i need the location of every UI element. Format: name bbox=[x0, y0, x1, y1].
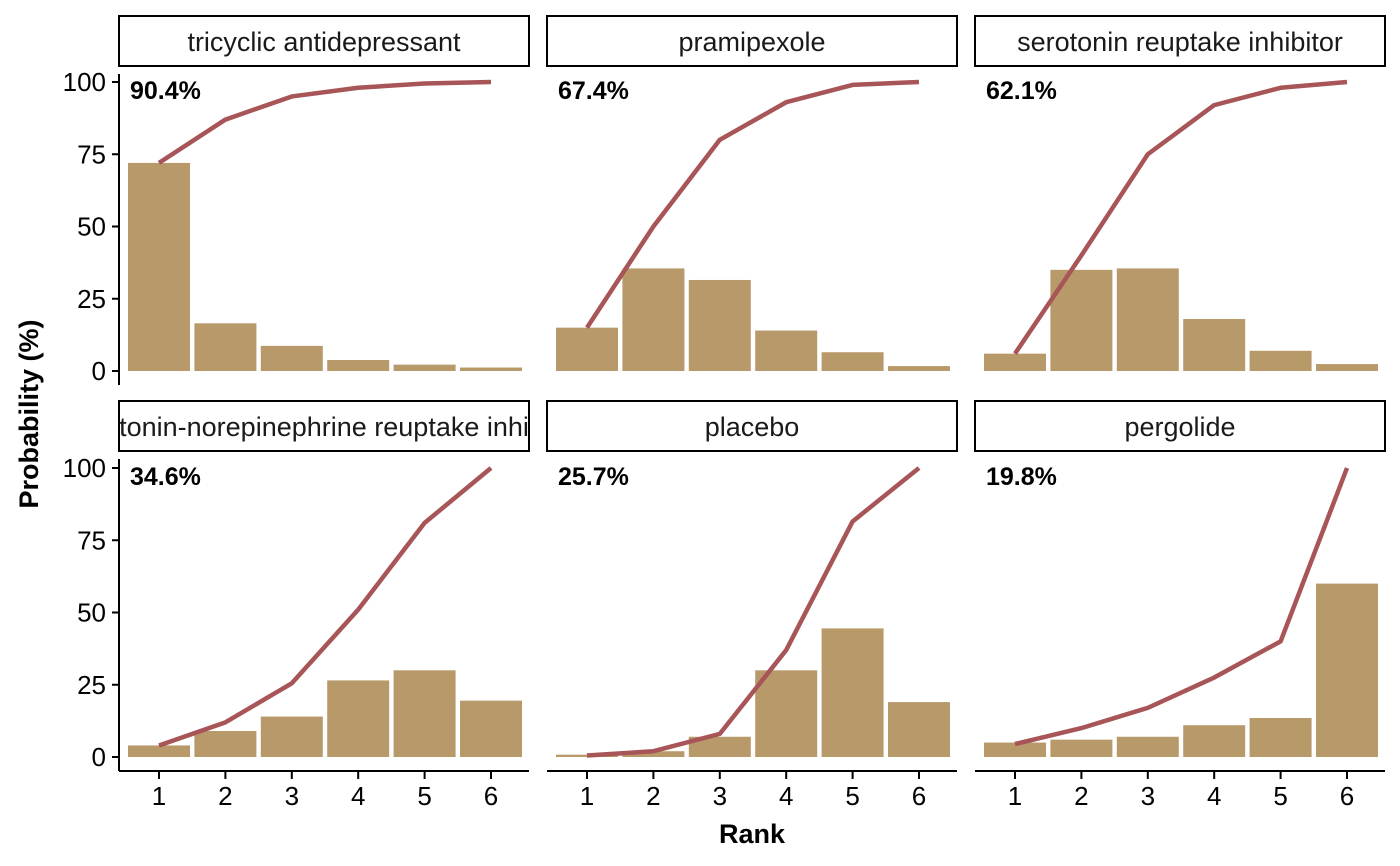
bar-rank-6 bbox=[1316, 364, 1378, 371]
bar-rank-6 bbox=[888, 702, 950, 757]
bar-rank-5 bbox=[821, 352, 884, 371]
facet-strip bbox=[118, 15, 530, 67]
facet-strip bbox=[974, 15, 1386, 67]
x-tick-label: 3 bbox=[1141, 781, 1155, 811]
bar-rank-6 bbox=[888, 366, 950, 371]
x-tick-label: 5 bbox=[1273, 781, 1287, 811]
x-tick-label: 5 bbox=[845, 781, 859, 811]
y-tick-label: 100 bbox=[63, 453, 106, 483]
bar-rank-4 bbox=[755, 670, 818, 757]
cumulative-line bbox=[1014, 467, 1350, 747]
sucra-label: 90.4% bbox=[130, 77, 201, 105]
bar-rank-5 bbox=[393, 364, 456, 371]
bar-rank-4 bbox=[755, 330, 818, 371]
bar-rank-4 bbox=[1183, 318, 1246, 371]
facet-strip-title: serotonin reuptake inhibitor bbox=[1017, 27, 1343, 57]
bar-rank-1 bbox=[984, 353, 1046, 371]
x-tick-label: 6 bbox=[484, 781, 498, 811]
x-tick-label: 2 bbox=[646, 781, 660, 811]
bar-rank-6 bbox=[460, 367, 522, 371]
bar-rank-2 bbox=[194, 323, 257, 371]
x-tick-label: 3 bbox=[285, 781, 299, 811]
x-tick-label: 1 bbox=[1008, 781, 1022, 811]
bar-rank-6 bbox=[460, 700, 522, 757]
x-tick-label: 4 bbox=[779, 781, 793, 811]
x-tick-label: 3 bbox=[713, 781, 727, 811]
bar-rank-2 bbox=[1050, 739, 1113, 757]
cumulative-line bbox=[1013, 79, 1348, 355]
sucra-label: 67.4% bbox=[558, 77, 629, 105]
bar-rank-3 bbox=[688, 736, 751, 757]
x-tick-label: 6 bbox=[1340, 781, 1354, 811]
facet-panel-6: pergolide 19.8% 1 2 3 4 5 6 bbox=[974, 400, 1386, 811]
sucra-label: 25.7% bbox=[558, 463, 629, 491]
bar-rank-1 bbox=[128, 162, 190, 371]
bar-rank-4 bbox=[327, 680, 390, 757]
x-tick-label: 4 bbox=[1207, 781, 1221, 811]
bar-rank-1 bbox=[128, 745, 190, 757]
y-tick-label: 75 bbox=[77, 139, 106, 169]
sucra-label: 34.6% bbox=[130, 463, 201, 491]
facet-strip bbox=[546, 15, 958, 67]
bar-rank-2 bbox=[622, 268, 685, 371]
bar-rank-3 bbox=[688, 279, 751, 371]
bar-rank-4 bbox=[1183, 725, 1246, 757]
y-tick-label: 75 bbox=[77, 525, 106, 555]
facet-strip-title: pergolide bbox=[1124, 412, 1235, 442]
facet-panel-4: serotonin-norepinephrine reuptake inhibi… bbox=[63, 400, 582, 811]
x-tick-label: 4 bbox=[351, 781, 365, 811]
bar-rank-2 bbox=[622, 751, 685, 757]
sucra-label: 62.1% bbox=[986, 77, 1057, 105]
facet-panel-2: pramipexole 67.4% bbox=[546, 15, 958, 371]
x-tick-label: 2 bbox=[218, 781, 232, 811]
bar-rank-3 bbox=[1116, 268, 1179, 371]
facet-strip-title: pramipexole bbox=[678, 27, 825, 57]
bar-rank-1 bbox=[984, 742, 1046, 757]
facet-panel-1: tricyclic antidepressant 90.4% 0 25 50 75 100 bbox=[63, 15, 530, 386]
y-axis-title: Probability (%) bbox=[14, 319, 44, 508]
bar-rank-1 bbox=[556, 327, 618, 371]
y-tick-label: 0 bbox=[92, 356, 106, 386]
bar-rank-5 bbox=[1249, 717, 1312, 757]
sucra-label: 19.8% bbox=[986, 463, 1057, 491]
y-tick-label: 50 bbox=[77, 212, 106, 242]
x-tick-label: 1 bbox=[152, 781, 166, 811]
bar-rank-3 bbox=[260, 345, 323, 371]
facet-strip bbox=[974, 400, 1386, 452]
facet-panel-5: placebo 25.7% 1 2 3 4 5 6 bbox=[546, 400, 958, 811]
bar-rank-3 bbox=[1116, 736, 1179, 757]
facet-strip-title: serotonin-norepinephrine reuptake inhibi… bbox=[67, 412, 582, 442]
bar-rank-5 bbox=[1249, 350, 1312, 371]
facet-strip bbox=[546, 400, 958, 452]
bar-rank-3 bbox=[260, 716, 323, 757]
y-tick-label: 100 bbox=[63, 67, 106, 97]
x-tick-label: 2 bbox=[1074, 781, 1088, 811]
bar-rank-4 bbox=[327, 360, 390, 371]
bar-rank-6 bbox=[1316, 583, 1378, 757]
cumulative-line bbox=[158, 466, 493, 748]
y-tick-label: 25 bbox=[77, 670, 106, 700]
bar-rank-5 bbox=[393, 670, 456, 757]
x-tick-label: 6 bbox=[912, 781, 926, 811]
x-axis-title: Rank bbox=[719, 819, 786, 849]
y-tick-label: 50 bbox=[77, 598, 106, 628]
x-tick-label: 5 bbox=[417, 781, 431, 811]
cumulative-line bbox=[586, 466, 921, 758]
cumulative-line bbox=[157, 79, 492, 165]
x-tick-label: 1 bbox=[580, 781, 594, 811]
bar-rank-5 bbox=[821, 628, 884, 757]
bar-rank-1 bbox=[556, 754, 618, 757]
cumulative-line bbox=[585, 79, 920, 329]
facet-strip-title: placebo bbox=[705, 412, 800, 442]
facet-panel-3: serotonin reuptake inhibitor 62.1% bbox=[974, 15, 1386, 371]
y-tick-label: 0 bbox=[92, 742, 106, 772]
bar-rank-2 bbox=[194, 730, 257, 757]
facet-strip-title: tricyclic antidepressant bbox=[187, 27, 461, 57]
y-tick-label: 25 bbox=[77, 284, 106, 314]
facet-strip bbox=[118, 400, 530, 452]
